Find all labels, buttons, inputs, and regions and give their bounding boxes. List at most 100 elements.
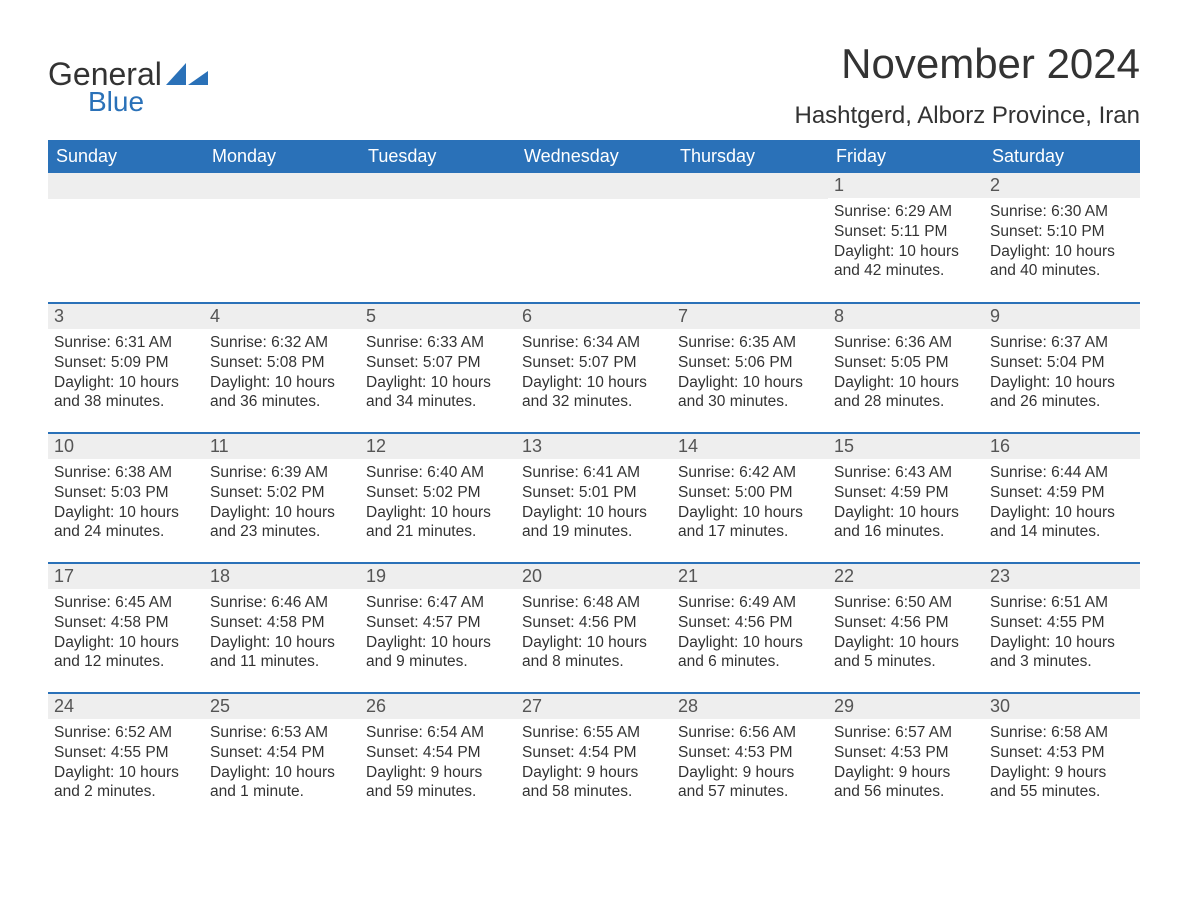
sunrise-text: Sunrise: 6:34 AM	[522, 333, 666, 353]
day-number: 23	[984, 564, 1140, 589]
calendar-cell: 9Sunrise: 6:37 AMSunset: 5:04 PMDaylight…	[984, 303, 1140, 433]
daylight-text-1: Daylight: 9 hours	[522, 763, 666, 783]
sunset-text: Sunset: 5:09 PM	[54, 353, 198, 373]
daylight-text-1: Daylight: 10 hours	[210, 373, 354, 393]
daylight-text-2: and 42 minutes.	[834, 261, 978, 281]
calendar-cell: 7Sunrise: 6:35 AMSunset: 5:06 PMDaylight…	[672, 303, 828, 433]
day-body: Sunrise: 6:44 AMSunset: 4:59 PMDaylight:…	[984, 459, 1140, 550]
day-number: 12	[360, 434, 516, 459]
calendar-cell: 11Sunrise: 6:39 AMSunset: 5:02 PMDayligh…	[204, 433, 360, 563]
day-body: Sunrise: 6:32 AMSunset: 5:08 PMDaylight:…	[204, 329, 360, 420]
sunset-text: Sunset: 4:54 PM	[210, 743, 354, 763]
calendar-cell: 29Sunrise: 6:57 AMSunset: 4:53 PMDayligh…	[828, 693, 984, 823]
daylight-text-2: and 9 minutes.	[366, 652, 510, 672]
sunset-text: Sunset: 4:55 PM	[54, 743, 198, 763]
daylight-text-2: and 16 minutes.	[834, 522, 978, 542]
daylight-text-1: Daylight: 10 hours	[210, 763, 354, 783]
sunset-text: Sunset: 4:59 PM	[990, 483, 1134, 503]
sunrise-text: Sunrise: 6:37 AM	[990, 333, 1134, 353]
daylight-text-2: and 40 minutes.	[990, 261, 1134, 281]
sunset-text: Sunset: 4:53 PM	[990, 743, 1134, 763]
daylight-text-1: Daylight: 10 hours	[990, 373, 1134, 393]
calendar-cell: 4Sunrise: 6:32 AMSunset: 5:08 PMDaylight…	[204, 303, 360, 433]
calendar-row: 10Sunrise: 6:38 AMSunset: 5:03 PMDayligh…	[48, 433, 1140, 563]
month-title: November 2024	[794, 40, 1140, 88]
day-number: 21	[672, 564, 828, 589]
daylight-text-2: and 24 minutes.	[54, 522, 198, 542]
day-number: 4	[204, 304, 360, 329]
day-body: Sunrise: 6:53 AMSunset: 4:54 PMDaylight:…	[204, 719, 360, 810]
day-number	[672, 173, 828, 199]
day-header: Thursday	[672, 140, 828, 173]
sunrise-text: Sunrise: 6:53 AM	[210, 723, 354, 743]
daylight-text-2: and 59 minutes.	[366, 782, 510, 802]
daylight-text-2: and 55 minutes.	[990, 782, 1134, 802]
sunset-text: Sunset: 5:10 PM	[990, 222, 1134, 242]
day-body: Sunrise: 6:51 AMSunset: 4:55 PMDaylight:…	[984, 589, 1140, 680]
day-body: Sunrise: 6:49 AMSunset: 4:56 PMDaylight:…	[672, 589, 828, 680]
daylight-text-2: and 17 minutes.	[678, 522, 822, 542]
day-body: Sunrise: 6:38 AMSunset: 5:03 PMDaylight:…	[48, 459, 204, 550]
day-number: 2	[984, 173, 1140, 198]
daylight-text-1: Daylight: 10 hours	[678, 633, 822, 653]
day-number: 18	[204, 564, 360, 589]
calendar-table: Sunday Monday Tuesday Wednesday Thursday…	[48, 140, 1140, 823]
daylight-text-2: and 12 minutes.	[54, 652, 198, 672]
calendar-cell: 20Sunrise: 6:48 AMSunset: 4:56 PMDayligh…	[516, 563, 672, 693]
calendar-row: 3Sunrise: 6:31 AMSunset: 5:09 PMDaylight…	[48, 303, 1140, 433]
sunset-text: Sunset: 4:53 PM	[834, 743, 978, 763]
sunrise-text: Sunrise: 6:33 AM	[366, 333, 510, 353]
location: Hashtgerd, Alborz Province, Iran	[794, 102, 1140, 130]
calendar-cell	[672, 173, 828, 303]
day-number: 30	[984, 694, 1140, 719]
sunset-text: Sunset: 5:07 PM	[366, 353, 510, 373]
sunrise-text: Sunrise: 6:52 AM	[54, 723, 198, 743]
sunrise-text: Sunrise: 6:46 AM	[210, 593, 354, 613]
daylight-text-2: and 36 minutes.	[210, 392, 354, 412]
daylight-text-2: and 26 minutes.	[990, 392, 1134, 412]
day-number: 27	[516, 694, 672, 719]
day-number: 1	[828, 173, 984, 198]
calendar-cell: 18Sunrise: 6:46 AMSunset: 4:58 PMDayligh…	[204, 563, 360, 693]
day-number	[48, 173, 204, 199]
sunset-text: Sunset: 4:54 PM	[366, 743, 510, 763]
day-number: 20	[516, 564, 672, 589]
calendar-cell: 27Sunrise: 6:55 AMSunset: 4:54 PMDayligh…	[516, 693, 672, 823]
sunset-text: Sunset: 5:01 PM	[522, 483, 666, 503]
day-header: Sunday	[48, 140, 204, 173]
daylight-text-2: and 1 minute.	[210, 782, 354, 802]
calendar-cell: 8Sunrise: 6:36 AMSunset: 5:05 PMDaylight…	[828, 303, 984, 433]
calendar-cell: 14Sunrise: 6:42 AMSunset: 5:00 PMDayligh…	[672, 433, 828, 563]
calendar-cell: 21Sunrise: 6:49 AMSunset: 4:56 PMDayligh…	[672, 563, 828, 693]
logo-flag-icon	[166, 63, 208, 90]
sunset-text: Sunset: 5:03 PM	[54, 483, 198, 503]
calendar-cell: 12Sunrise: 6:40 AMSunset: 5:02 PMDayligh…	[360, 433, 516, 563]
sunset-text: Sunset: 4:56 PM	[522, 613, 666, 633]
day-body: Sunrise: 6:41 AMSunset: 5:01 PMDaylight:…	[516, 459, 672, 550]
daylight-text-1: Daylight: 9 hours	[366, 763, 510, 783]
sunrise-text: Sunrise: 6:47 AM	[366, 593, 510, 613]
calendar-cell: 25Sunrise: 6:53 AMSunset: 4:54 PMDayligh…	[204, 693, 360, 823]
calendar-cell: 3Sunrise: 6:31 AMSunset: 5:09 PMDaylight…	[48, 303, 204, 433]
calendar-cell: 1Sunrise: 6:29 AMSunset: 5:11 PMDaylight…	[828, 173, 984, 303]
day-number: 10	[48, 434, 204, 459]
day-number: 17	[48, 564, 204, 589]
daylight-text-1: Daylight: 10 hours	[522, 633, 666, 653]
daylight-text-1: Daylight: 9 hours	[678, 763, 822, 783]
daylight-text-2: and 6 minutes.	[678, 652, 822, 672]
day-body	[360, 199, 516, 211]
daylight-text-1: Daylight: 10 hours	[366, 503, 510, 523]
daylight-text-1: Daylight: 10 hours	[834, 373, 978, 393]
day-number: 6	[516, 304, 672, 329]
sunset-text: Sunset: 4:56 PM	[834, 613, 978, 633]
day-header: Saturday	[984, 140, 1140, 173]
sunrise-text: Sunrise: 6:49 AM	[678, 593, 822, 613]
sunset-text: Sunset: 4:59 PM	[834, 483, 978, 503]
calendar-cell: 2Sunrise: 6:30 AMSunset: 5:10 PMDaylight…	[984, 173, 1140, 303]
day-body: Sunrise: 6:46 AMSunset: 4:58 PMDaylight:…	[204, 589, 360, 680]
day-body: Sunrise: 6:55 AMSunset: 4:54 PMDaylight:…	[516, 719, 672, 810]
calendar-row: 24Sunrise: 6:52 AMSunset: 4:55 PMDayligh…	[48, 693, 1140, 823]
sunrise-text: Sunrise: 6:38 AM	[54, 463, 198, 483]
daylight-text-1: Daylight: 10 hours	[834, 503, 978, 523]
calendar-cell: 5Sunrise: 6:33 AMSunset: 5:07 PMDaylight…	[360, 303, 516, 433]
